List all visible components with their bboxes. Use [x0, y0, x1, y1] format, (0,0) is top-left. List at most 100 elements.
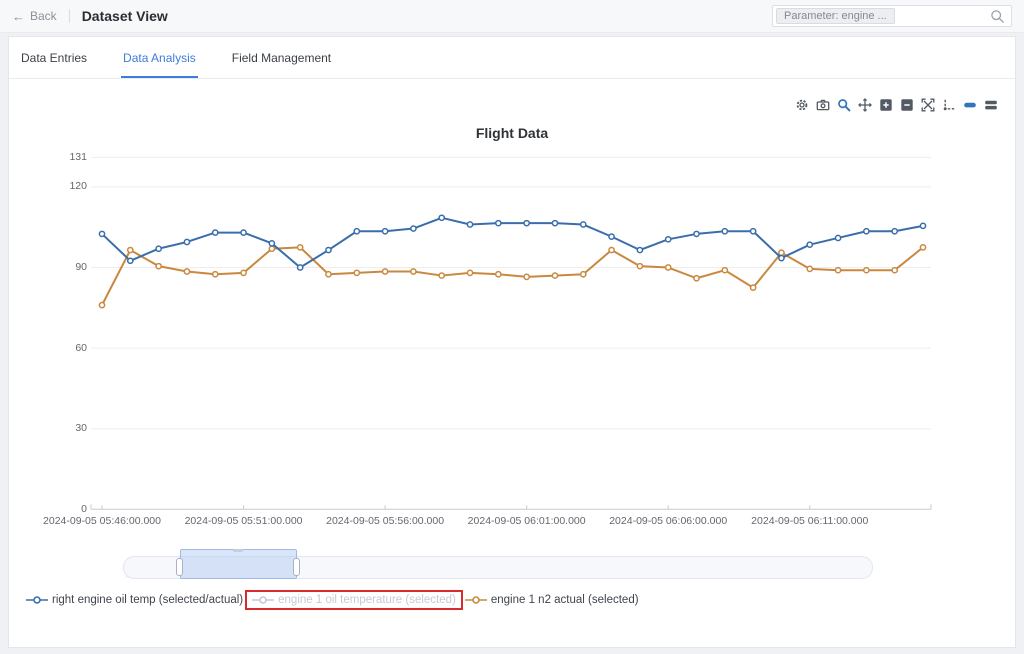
chart-title: Flight Data [475, 125, 549, 141]
zoom-in-icon[interactable] [878, 97, 894, 113]
legend-label: engine 1 oil temperature (selected) [278, 594, 456, 606]
series-line [101, 246, 924, 306]
range-slider-track[interactable] [123, 556, 873, 579]
data-point[interactable] [438, 214, 446, 222]
search-box[interactable]: Parameter: engine ... [772, 5, 1012, 27]
data-point[interactable] [721, 227, 729, 235]
legend-marker-icon [26, 596, 48, 604]
slider-handle-right[interactable] [293, 558, 300, 576]
legend-item-engine-1-oil-temperature[interactable]: engine 1 oil temperature (selected) [252, 594, 456, 606]
data-point[interactable] [325, 246, 332, 254]
data-point[interactable] [891, 227, 899, 235]
camera-icon[interactable] [815, 97, 831, 113]
legend-highlight-box: engine 1 oil temperature (selected) [245, 590, 463, 610]
data-point[interactable] [381, 268, 389, 275]
data-point[interactable] [183, 238, 191, 246]
data-point[interactable] [466, 269, 474, 277]
slider-handle-left[interactable] [176, 558, 183, 576]
data-point[interactable] [579, 221, 587, 228]
hover-compare-icon[interactable] [983, 97, 999, 113]
data-point[interactable] [834, 234, 842, 242]
data-point[interactable] [608, 233, 615, 240]
data-point[interactable] [240, 269, 247, 277]
data-point[interactable] [98, 230, 106, 238]
data-point[interactable] [749, 227, 757, 235]
data-point[interactable] [126, 246, 134, 254]
data-point[interactable] [353, 227, 361, 235]
data-point[interactable] [863, 266, 870, 274]
back-label: Back [30, 9, 57, 23]
data-point[interactable] [919, 244, 927, 251]
zoom-icon[interactable] [836, 97, 852, 113]
data-point[interactable] [353, 269, 361, 277]
data-point[interactable] [778, 254, 785, 262]
data-point[interactable] [523, 219, 531, 227]
data-point[interactable] [296, 244, 304, 251]
y-axis-label: 120 [69, 180, 87, 193]
data-point[interactable] [183, 268, 191, 275]
tab-data-entries[interactable]: Data Entries [21, 51, 88, 65]
legend-label: engine 1 n2 actual (selected) [490, 594, 639, 606]
data-point[interactable] [863, 227, 870, 235]
data-point[interactable] [268, 245, 276, 253]
data-point[interactable] [211, 229, 219, 236]
data-point[interactable] [721, 266, 729, 274]
pan-icon[interactable] [857, 97, 873, 113]
data-point[interactable] [891, 266, 899, 274]
legend-item-right-engine-oil-temp[interactable]: right engine oil temp (selected/actual) [26, 594, 243, 606]
y-axis-label: 90 [75, 261, 87, 273]
data-point[interactable] [551, 272, 559, 279]
data-point[interactable] [325, 270, 332, 278]
data-point[interactable] [381, 227, 389, 235]
data-point[interactable] [806, 265, 814, 273]
zoom-out-icon[interactable] [899, 97, 915, 113]
data-point[interactable] [410, 268, 417, 275]
y-axis-label: 60 [75, 341, 87, 354]
data-point[interactable] [579, 270, 587, 278]
data-point[interactable] [806, 241, 814, 249]
x-axis-label: 2024-09-05 06:06:00.000 [609, 515, 728, 528]
data-point[interactable] [466, 221, 474, 228]
legend-marker-icon [252, 596, 275, 604]
data-point[interactable] [494, 270, 502, 278]
filter-chip[interactable]: Parameter: engine ... [776, 8, 895, 24]
data-point[interactable] [240, 229, 247, 236]
spikelines-icon[interactable] [941, 97, 957, 113]
data-point[interactable] [693, 230, 700, 238]
range-slider-window[interactable] [180, 549, 297, 579]
data-point[interactable] [749, 284, 757, 292]
data-point[interactable] [126, 257, 134, 265]
data-point[interactable] [919, 222, 927, 230]
data-point[interactable] [664, 235, 672, 243]
data-point[interactable] [636, 262, 644, 270]
data-point[interactable] [98, 301, 106, 309]
data-point[interactable] [551, 219, 559, 227]
data-point[interactable] [664, 264, 672, 271]
data-point[interactable] [636, 246, 644, 254]
legend-item-engine-1-n2-actual[interactable]: engine 1 n2 actual (selected) [464, 594, 639, 606]
tab-bar: Data Entries Data Analysis Field Managem… [9, 37, 1015, 79]
data-point[interactable] [296, 264, 304, 271]
data-point[interactable] [438, 272, 446, 279]
tab-data-analysis[interactable]: Data Analysis [121, 39, 198, 78]
data-point[interactable] [834, 266, 842, 274]
search-icon[interactable] [990, 9, 1005, 24]
data-point[interactable] [693, 274, 700, 282]
range-slider-nub[interactable] [233, 549, 243, 552]
data-point[interactable] [494, 219, 502, 227]
data-point[interactable] [268, 239, 276, 247]
data-point[interactable] [155, 262, 162, 270]
back-button[interactable]: ← Back [12, 9, 57, 23]
settings-icon[interactable] [794, 97, 810, 113]
hover-closest-icon[interactable] [962, 97, 978, 113]
data-point[interactable] [523, 273, 531, 281]
data-point[interactable] [410, 225, 417, 232]
autoscale-icon[interactable] [920, 97, 936, 113]
x-axis-label: 2024-09-05 06:11:00.000 [751, 515, 869, 528]
data-point[interactable] [155, 245, 162, 253]
data-point[interactable] [778, 249, 785, 257]
data-point[interactable] [608, 246, 615, 254]
tab-field-management[interactable]: Field Management [231, 51, 332, 65]
data-point[interactable] [211, 270, 219, 278]
x-axis-label: 2024-09-05 05:51:00.000 [184, 515, 303, 528]
